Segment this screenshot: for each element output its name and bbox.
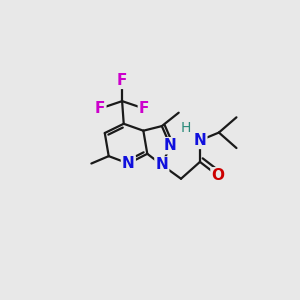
Text: F: F xyxy=(117,73,127,88)
Text: N: N xyxy=(164,138,177,153)
Text: O: O xyxy=(212,168,224,183)
Text: H: H xyxy=(180,121,191,135)
Text: N: N xyxy=(122,156,135,171)
Text: F: F xyxy=(139,101,149,116)
Text: F: F xyxy=(95,101,105,116)
Text: N: N xyxy=(194,133,206,148)
Text: N: N xyxy=(155,158,168,172)
